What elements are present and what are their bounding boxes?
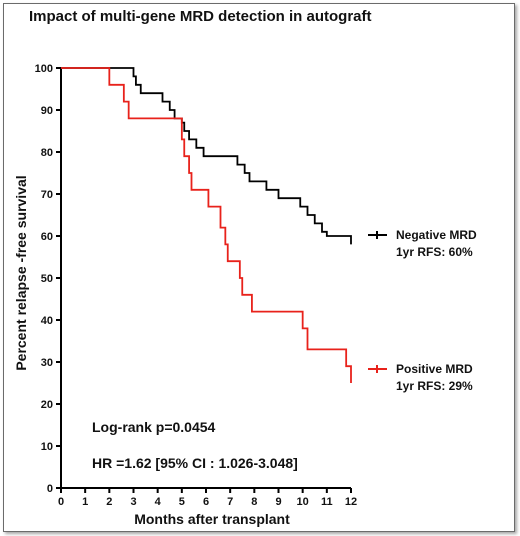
y-tick-label: 20 <box>41 399 53 411</box>
series-layer <box>61 67 352 383</box>
hazard-ratio-annotation: HR =1.62 [95% CI : 1.026-3.048] <box>92 455 298 471</box>
y-tick-label: 0 <box>47 483 53 495</box>
y-tick-label: 50 <box>41 273 53 285</box>
y-tick-label: 10 <box>41 441 53 453</box>
x-tick-label: 2 <box>106 496 112 508</box>
y-tick-label: 100 <box>35 63 53 75</box>
x-tick-label: 7 <box>227 496 233 508</box>
chart-title: Impact of multi-gene MRD detection in au… <box>29 8 372 25</box>
x-tick-label: 4 <box>155 496 162 508</box>
x-tick-label: 6 <box>203 496 209 508</box>
x-tick-label: 11 <box>321 496 333 508</box>
x-tick-label: 0 <box>58 496 64 508</box>
logrank-annotation: Log-rank p=0.0454 <box>92 419 216 435</box>
y-axis-label: Percent relapse -free survival <box>13 175 29 370</box>
x-tick-label: 5 <box>179 496 185 508</box>
series-negative-mrd-curve <box>61 67 352 245</box>
legend-positive-rfs: 1yr RFS: 29% <box>396 379 473 393</box>
x-tick-label: 12 <box>345 496 357 508</box>
series-positive-mrd-curve <box>61 67 352 383</box>
y-tick-label: 40 <box>41 315 53 327</box>
y-tick-label: 90 <box>41 105 53 117</box>
legend-positive-label: Positive MRD <box>396 362 473 376</box>
x-tick-label: 1 <box>82 496 88 508</box>
y-tick-label: 80 <box>41 147 53 159</box>
x-tick-label: 10 <box>297 496 309 508</box>
x-axis-label: Months after transplant <box>134 511 290 527</box>
legend-negative-rfs: 1yr RFS: 60% <box>396 245 473 259</box>
y-tick-label: 70 <box>41 189 53 201</box>
legend-negative-label: Negative MRD <box>396 228 477 242</box>
y-tick-label: 60 <box>41 231 53 243</box>
legend: Negative MRD 1yr RFS: 60% Positive MRD 1… <box>368 228 477 393</box>
chart-frame <box>3 3 515 532</box>
x-tick-label: 9 <box>275 496 281 508</box>
x-tick-label: 3 <box>130 496 136 508</box>
x-tick-label: 8 <box>251 496 257 508</box>
y-tick-label: 30 <box>41 357 53 369</box>
